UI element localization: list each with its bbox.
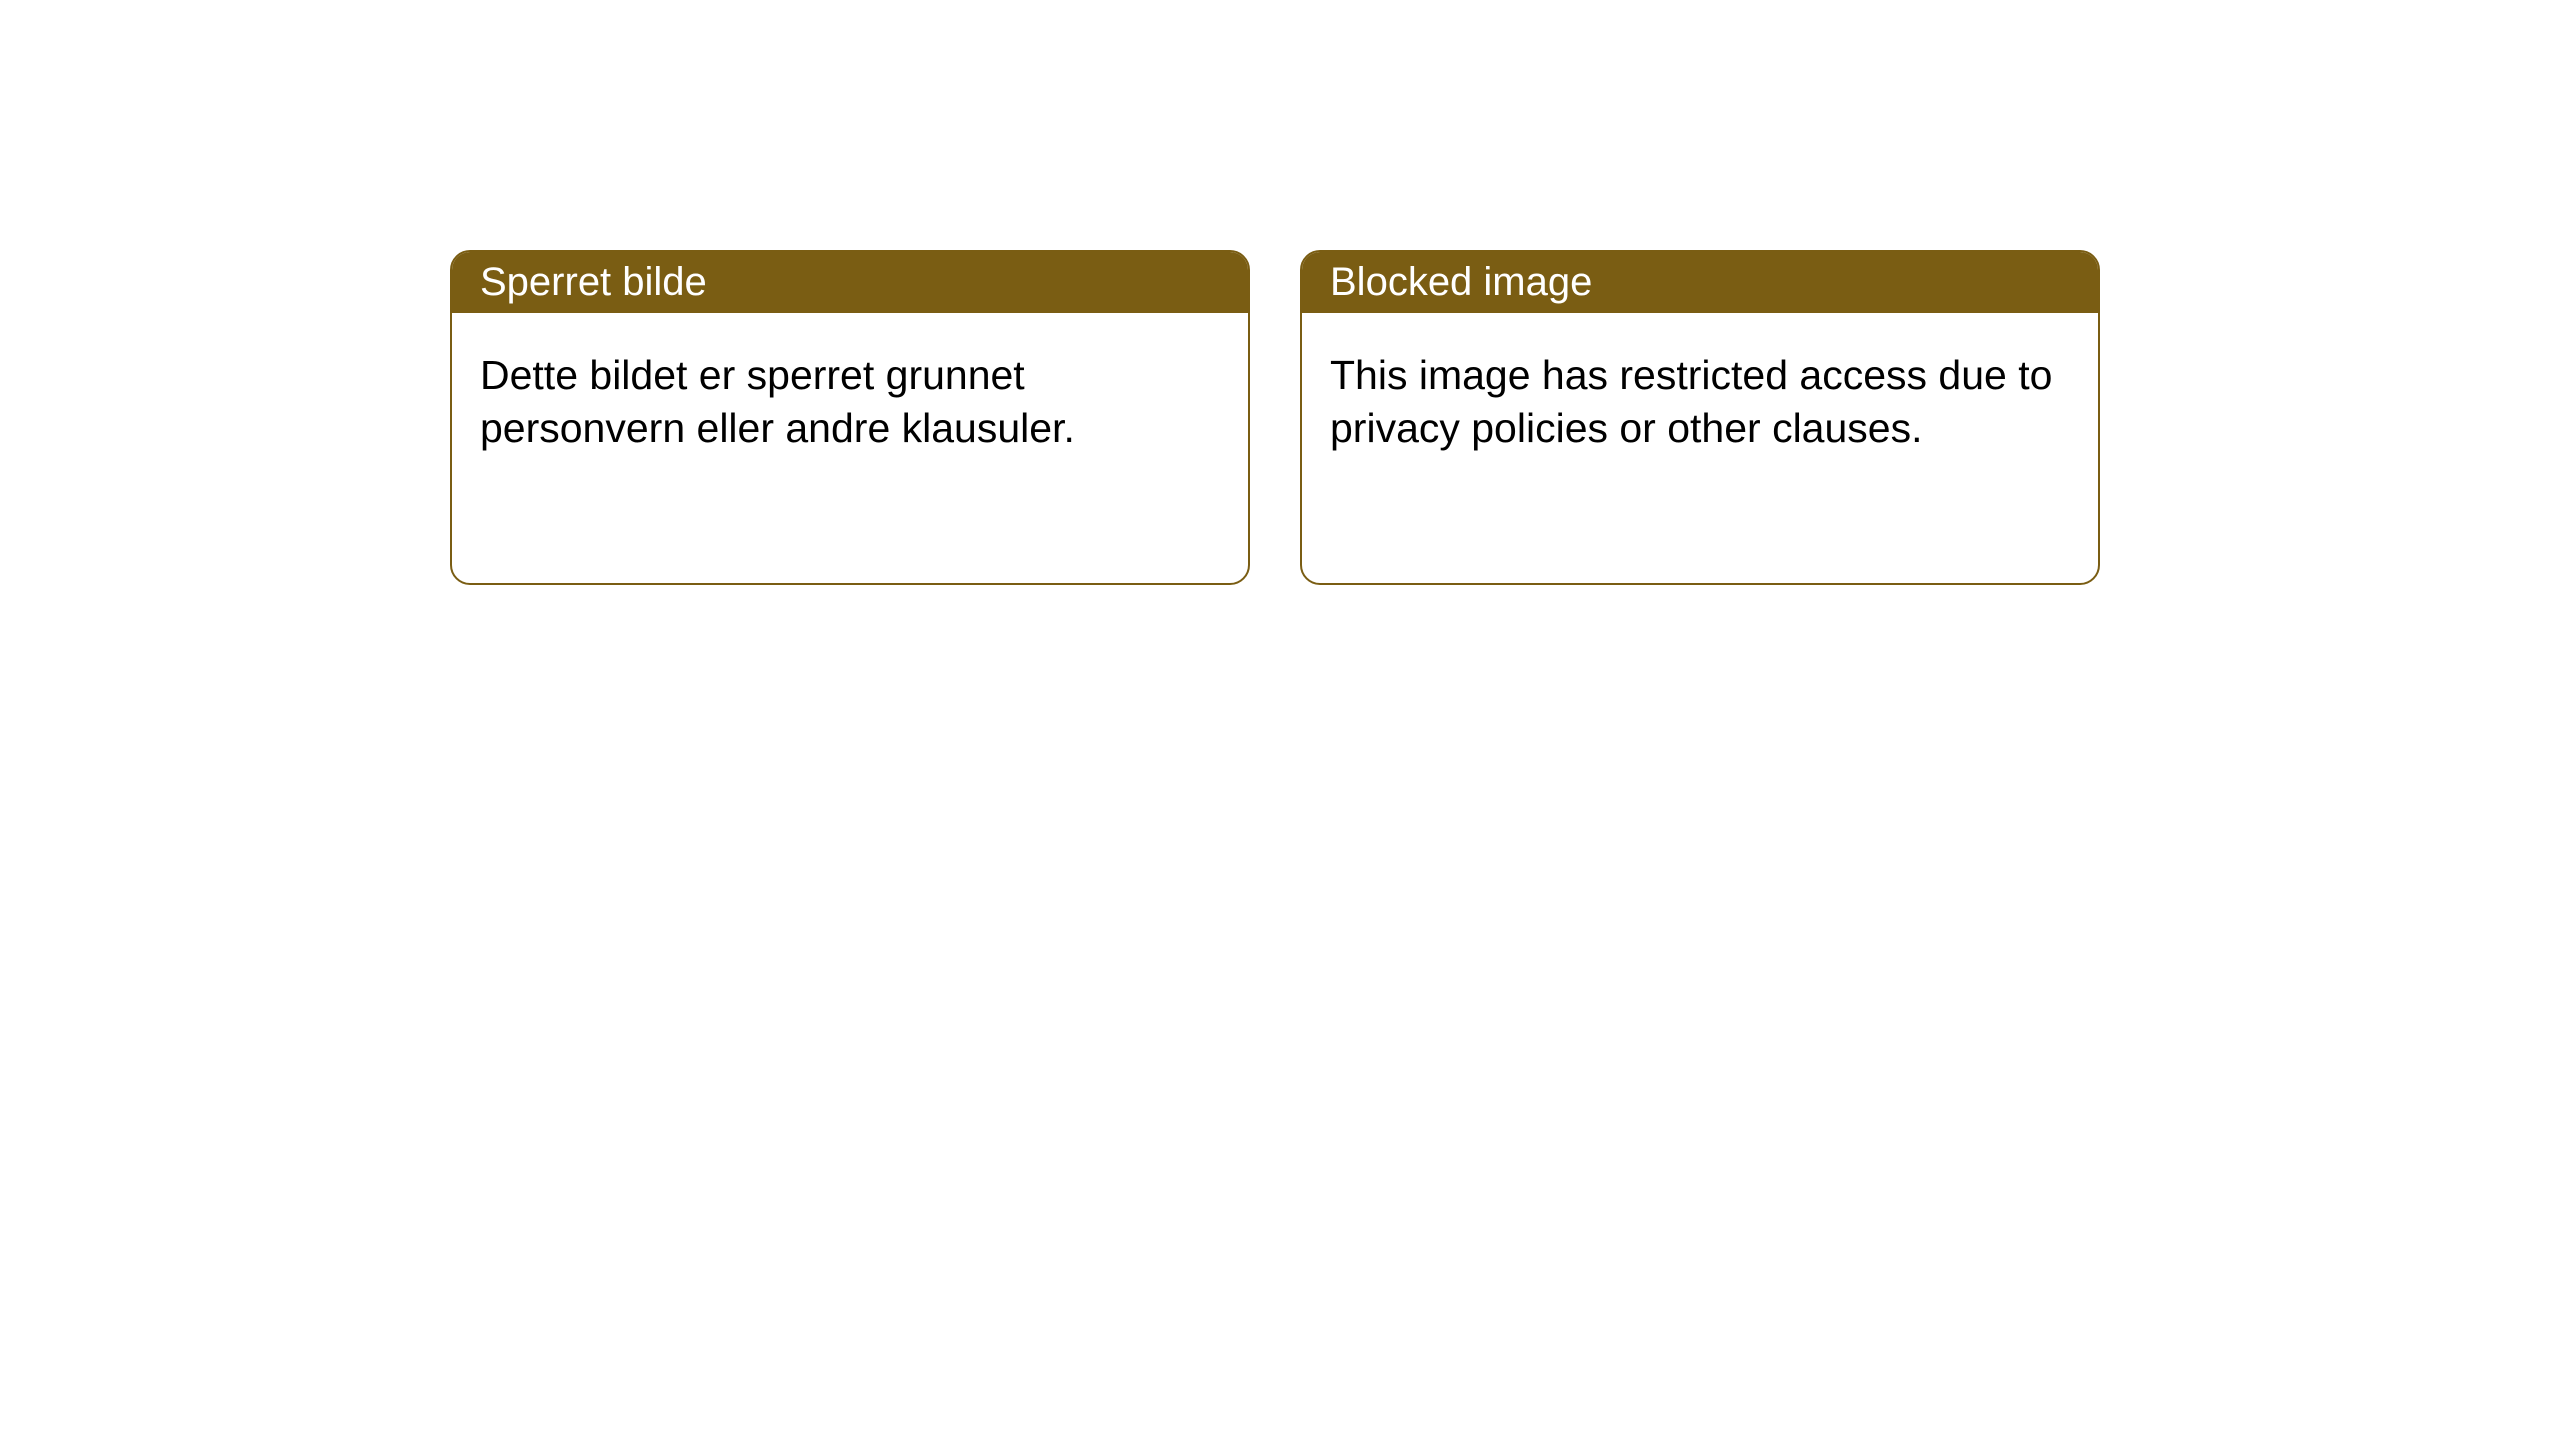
card-header: Sperret bilde	[452, 252, 1248, 313]
card-title: Sperret bilde	[480, 260, 707, 304]
card-body: This image has restricted access due to …	[1302, 313, 2098, 492]
card-title: Blocked image	[1330, 260, 1592, 304]
notice-card-norwegian: Sperret bilde Dette bildet er sperret gr…	[450, 250, 1250, 585]
notice-card-english: Blocked image This image has restricted …	[1300, 250, 2100, 585]
card-body: Dette bildet er sperret grunnet personve…	[452, 313, 1248, 492]
card-header: Blocked image	[1302, 252, 2098, 313]
notice-container: Sperret bilde Dette bildet er sperret gr…	[450, 250, 2100, 585]
card-body-text: Dette bildet er sperret grunnet personve…	[480, 352, 1075, 451]
card-body-text: This image has restricted access due to …	[1330, 352, 2052, 451]
